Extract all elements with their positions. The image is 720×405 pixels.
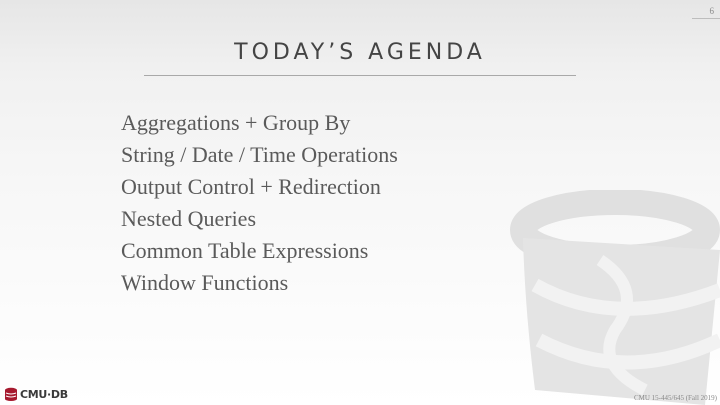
slide-number-underline bbox=[692, 18, 720, 19]
database-logo-icon bbox=[5, 387, 17, 401]
agenda-item: Common Table Expressions bbox=[121, 238, 369, 263]
logo-text: CMU·DB bbox=[20, 387, 68, 401]
agenda-item: Output Control + Redirection bbox=[121, 174, 381, 199]
agenda-item: String / Date / Time Operations bbox=[121, 142, 398, 167]
title-divider bbox=[144, 75, 576, 76]
agenda-item: Window Functions bbox=[121, 270, 289, 295]
agenda-item: Aggregations + Group By bbox=[121, 110, 351, 135]
course-label: CMU 15-445/645 (Fall 2019) bbox=[633, 394, 717, 402]
database-watermark-icon bbox=[510, 190, 720, 405]
slide-title: TODAY’S AGENDA bbox=[234, 40, 486, 65]
cmu-db-logo: CMU·DB bbox=[4, 387, 68, 401]
agenda-item: Nested Queries bbox=[121, 206, 257, 231]
agenda-list: Aggregations + Group By String / Date / … bbox=[121, 107, 398, 299]
slide-number: 6 bbox=[709, 6, 715, 16]
